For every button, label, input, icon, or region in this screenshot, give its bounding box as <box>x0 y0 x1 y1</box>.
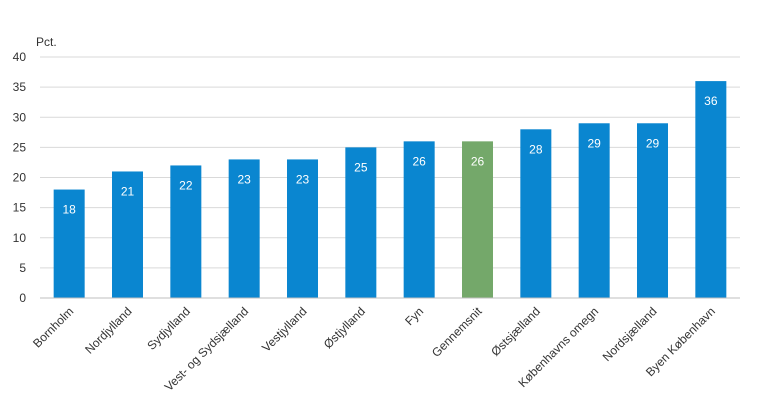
y-tick-label: 25 <box>13 140 27 154</box>
y-tick-label: 10 <box>13 231 27 245</box>
x-tick-label: Fyn <box>402 304 426 328</box>
data-label: 26 <box>412 154 426 168</box>
y-tick-label: 35 <box>13 80 27 94</box>
bar <box>287 159 318 298</box>
x-tick-label: Østsjælland <box>488 304 543 359</box>
y-tick-label: 20 <box>13 171 27 185</box>
data-label: 18 <box>62 203 76 217</box>
data-label: 23 <box>237 172 251 186</box>
bar <box>637 123 668 299</box>
data-label: 23 <box>296 172 310 186</box>
x-tick-label: Sydjylland <box>144 304 193 353</box>
bar <box>228 159 260 298</box>
data-label: 21 <box>121 184 135 198</box>
bar <box>170 165 202 298</box>
bars <box>53 81 727 299</box>
data-label: 29 <box>646 136 660 150</box>
x-tick-label: Bornholm <box>30 304 76 350</box>
y-tick-label: 5 <box>19 261 26 275</box>
data-label: 36 <box>704 94 718 108</box>
bar <box>520 129 552 298</box>
y-tick-label: 15 <box>13 201 27 215</box>
x-tick-label: Nordjylland <box>82 304 134 356</box>
bar <box>578 123 610 299</box>
bar <box>112 171 143 298</box>
y-tick-label: 30 <box>13 110 27 124</box>
gridlines <box>40 56 740 269</box>
data-labels: 18 21 22 23 23 25 26 26 28 29 29 36 <box>62 94 717 216</box>
x-tick-label: Gennemsnit <box>429 304 485 360</box>
x-tick-label: Nordsjælland <box>600 304 660 364</box>
y-tick-label: 0 <box>19 291 26 305</box>
bar <box>345 147 377 298</box>
bar <box>403 141 435 298</box>
data-label: 22 <box>179 178 193 192</box>
y-axis-ticks: 0 5 10 15 20 25 30 35 40 <box>13 50 27 305</box>
y-axis-unit-label: Pct. <box>36 35 57 49</box>
y-tick-label: 40 <box>13 50 27 64</box>
x-tick-label: Vestjylland <box>259 304 309 354</box>
bar <box>53 189 85 298</box>
x-tick-label: Østjylland <box>321 304 368 351</box>
bar <box>695 81 727 298</box>
data-label: 29 <box>587 136 601 150</box>
data-label: 26 <box>471 154 485 168</box>
bar <box>462 141 493 298</box>
data-label: 28 <box>529 142 543 156</box>
data-label: 25 <box>354 160 368 174</box>
